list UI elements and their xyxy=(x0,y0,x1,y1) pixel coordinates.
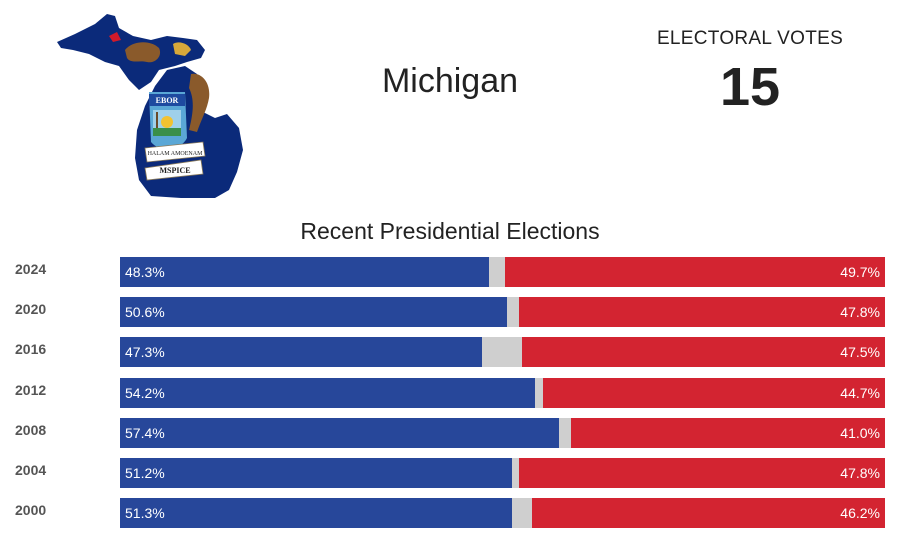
year-label: 2016 xyxy=(15,341,47,358)
result-bar: 51.2% 47.8% xyxy=(120,458,885,488)
dem-segment xyxy=(120,257,490,287)
michigan-flag-map-icon: EBOR HALAM AMOENAM MSPICE xyxy=(55,10,245,200)
year-label: 2008 xyxy=(15,421,47,438)
other-segment xyxy=(512,498,532,529)
chart-title: Recent Presidential Elections xyxy=(300,218,600,244)
year-label: 2000 xyxy=(15,502,47,519)
rep-percent-label: 44.7% xyxy=(840,384,880,401)
electoral-votes-label: ELECTORAL VOTES xyxy=(656,28,844,49)
state-name: Michigan xyxy=(381,62,519,100)
year-label: 2024 xyxy=(15,261,47,277)
rep-percent-label: 47.8% xyxy=(840,304,880,321)
other-segment xyxy=(481,337,522,368)
rep-segment xyxy=(571,417,885,448)
rep-segment xyxy=(519,297,885,328)
dem-segment xyxy=(120,297,508,328)
dem-percent-label: 51.2% xyxy=(125,465,165,481)
rep-percent-label: 47.8% xyxy=(840,465,880,481)
dem-segment xyxy=(120,417,560,448)
dem-segment xyxy=(120,498,513,529)
rep-segment xyxy=(521,337,885,368)
dem-percent-label: 48.3% xyxy=(125,264,165,280)
dem-segment xyxy=(120,337,482,368)
dem-percent-label: 57.4% xyxy=(125,424,165,441)
rep-segment xyxy=(531,498,885,529)
rep-segment xyxy=(519,458,885,488)
electoral-votes-count: 15 xyxy=(719,57,781,117)
rep-percent-label: 49.7% xyxy=(840,264,880,280)
dem-segment xyxy=(120,377,535,408)
svg-text:EBOR: EBOR xyxy=(156,96,179,105)
rep-percent-label: 47.5% xyxy=(840,344,880,361)
other-segment xyxy=(511,458,520,488)
rep-segment xyxy=(543,377,885,408)
result-bar: 48.3% 49.7% xyxy=(120,257,885,287)
year-label: 2020 xyxy=(15,301,47,318)
svg-text:HALAM AMOENAM: HALAM AMOENAM xyxy=(148,151,204,157)
other-segment xyxy=(507,297,520,328)
dem-percent-label: 50.6% xyxy=(125,304,165,321)
other-segment xyxy=(534,377,544,408)
dem-segment xyxy=(120,458,512,488)
year-label: 2004 xyxy=(15,462,47,478)
other-segment xyxy=(559,417,572,448)
result-bar: 47.3% 47.5% xyxy=(120,337,885,368)
dem-percent-label: 51.3% xyxy=(125,505,165,522)
rep-segment xyxy=(504,257,885,287)
result-bar: 57.4% 41.0% xyxy=(120,417,885,448)
rep-percent-label: 41.0% xyxy=(840,424,880,441)
result-bar: 51.3% 46.2% xyxy=(120,498,885,529)
other-segment xyxy=(489,257,505,287)
svg-text:MSPICE: MSPICE xyxy=(159,166,190,175)
dem-percent-label: 47.3% xyxy=(125,344,165,361)
rep-percent-label: 46.2% xyxy=(840,505,880,522)
year-label: 2012 xyxy=(15,381,47,398)
dem-percent-label: 54.2% xyxy=(125,384,165,401)
result-bar: 54.2% 44.7% xyxy=(120,377,885,408)
result-bar: 50.6% 47.8% xyxy=(120,297,885,328)
